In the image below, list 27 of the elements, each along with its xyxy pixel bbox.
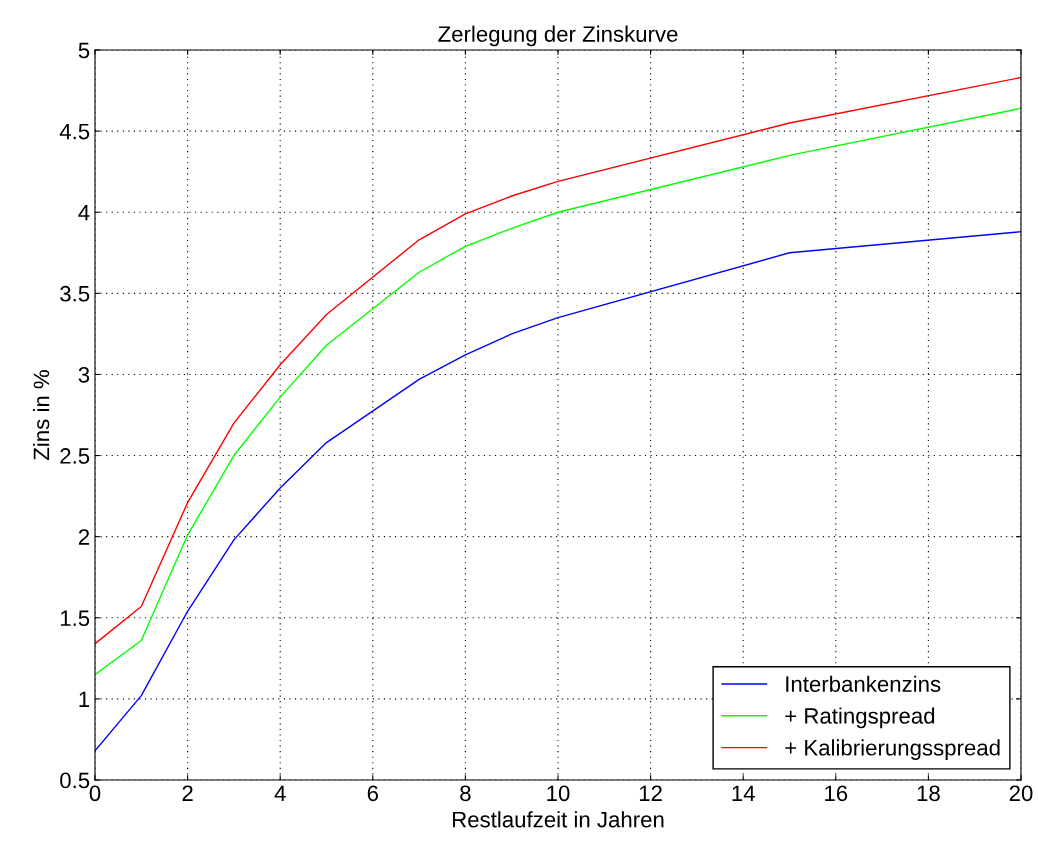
y-tick-label: 1 [79, 691, 90, 707]
x-tick-label: 18 [917, 785, 940, 802]
x-tick-label: 6 [367, 785, 378, 802]
x-tick-label: 2 [182, 785, 193, 801]
y-axis-title: Zins in % [32, 370, 50, 460]
y-tick-label: 1.5 [60, 610, 90, 627]
x-tick-label: 10 [547, 785, 570, 802]
x-tick-label: 16 [825, 785, 848, 802]
y-tick-label: 0.5 [60, 772, 90, 789]
y-tick-label: 2.5 [60, 448, 90, 464]
x-tick-label: 12 [639, 785, 662, 801]
x-tick-label: 20 [1009, 785, 1033, 802]
y-tick-label: 3.5 [60, 285, 90, 302]
y-tick-label: 3 [78, 366, 90, 383]
chart-title: Zerlegung der Zinskurve [438, 25, 678, 47]
x-tick-label: 0 [89, 785, 101, 802]
y-tick-label: 5 [78, 42, 90, 59]
legend-label: + Ratingspread [785, 707, 935, 729]
y-tick-label: 4.5 [59, 123, 90, 140]
y-tick-label: 2 [78, 529, 90, 545]
legend-label: + Kalibrierungsspread [785, 739, 1000, 760]
x-axis-title: Restlaufzeit in Jahren [452, 811, 664, 828]
x-tick-label: 8 [460, 785, 471, 802]
legend-label: Interbankenzins [786, 675, 941, 692]
x-tick-label: 14 [732, 785, 755, 801]
y-tick-label: 4 [78, 204, 90, 221]
x-tick-label: 4 [274, 785, 286, 801]
